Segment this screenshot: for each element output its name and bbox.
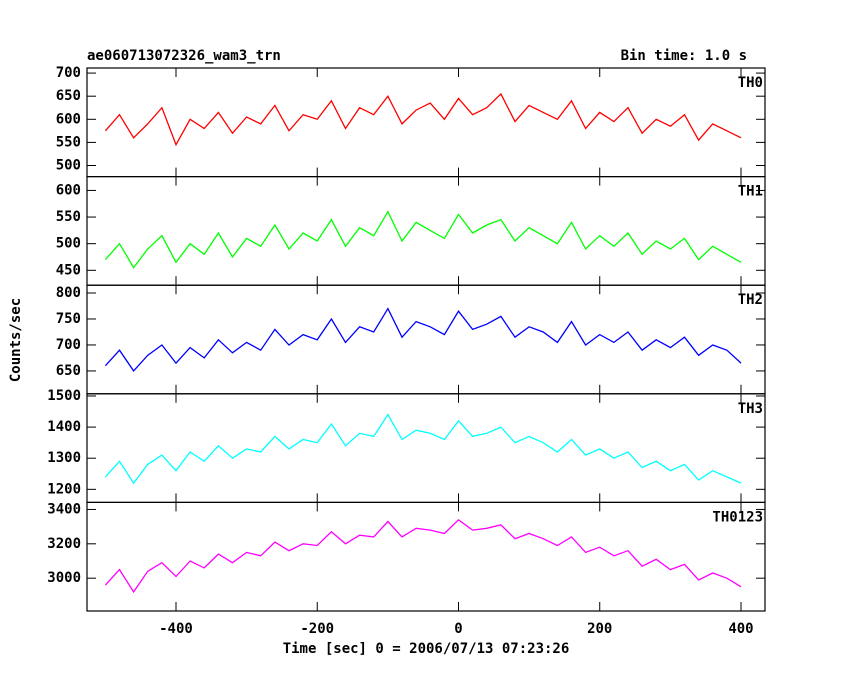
light-curve [104, 307, 742, 372]
y-tick-label: 550 [56, 209, 81, 225]
panel-frame [86, 501, 766, 612]
x-axis-label: Time [sec] 0 = 2006/07/13 07:23:26 [283, 641, 570, 657]
y-tick-label: 450 [56, 262, 81, 278]
panel-label: TH2 [738, 292, 763, 308]
y-tick-label: 800 [56, 285, 81, 301]
y-axis-label: Counts/sec [8, 298, 24, 382]
panel-frame [86, 176, 766, 286]
chart-title: ae060713072326_wam3_trn [87, 48, 281, 64]
panel-label: TH0 [738, 75, 763, 91]
y-tick-label: 500 [56, 158, 81, 174]
y-tick-label: 650 [56, 363, 81, 379]
panel-frame [86, 284, 766, 395]
y-tick-label: 3400 [47, 501, 81, 517]
y-tick-label: 750 [56, 311, 81, 327]
y-tick-label: 1200 [47, 481, 81, 497]
y-tick-label: 1500 [47, 388, 81, 404]
y-tick-label: 1400 [47, 419, 81, 435]
y-tick-label: 600 [56, 111, 81, 127]
x-tick-label: 0 [454, 621, 462, 637]
x-tick-label: -200 [300, 621, 334, 637]
light-curve [104, 92, 742, 147]
panel-frame [86, 393, 766, 503]
panel-label: TH1 [738, 184, 763, 200]
panel-label: TH3 [738, 401, 763, 417]
light-curve [104, 210, 742, 269]
y-tick-label: 650 [56, 88, 81, 104]
x-tick-label: 200 [587, 621, 612, 637]
y-tick-label: 500 [56, 236, 81, 252]
y-tick-label: 550 [56, 134, 81, 150]
x-tick-label: 400 [728, 621, 753, 637]
panel-label: TH0123 [712, 509, 763, 525]
bin-time: Bin time: 1.0 s [621, 48, 747, 64]
y-tick-label: 1300 [47, 450, 81, 466]
y-tick-label: 3200 [47, 536, 81, 552]
light-curve [104, 413, 742, 485]
y-tick-label: 700 [56, 65, 81, 81]
x-tick-label: -400 [159, 621, 193, 637]
y-tick-label: 3000 [47, 570, 81, 586]
light-curve [104, 518, 742, 594]
y-tick-label: 700 [56, 337, 81, 353]
y-tick-label: 600 [56, 182, 81, 198]
